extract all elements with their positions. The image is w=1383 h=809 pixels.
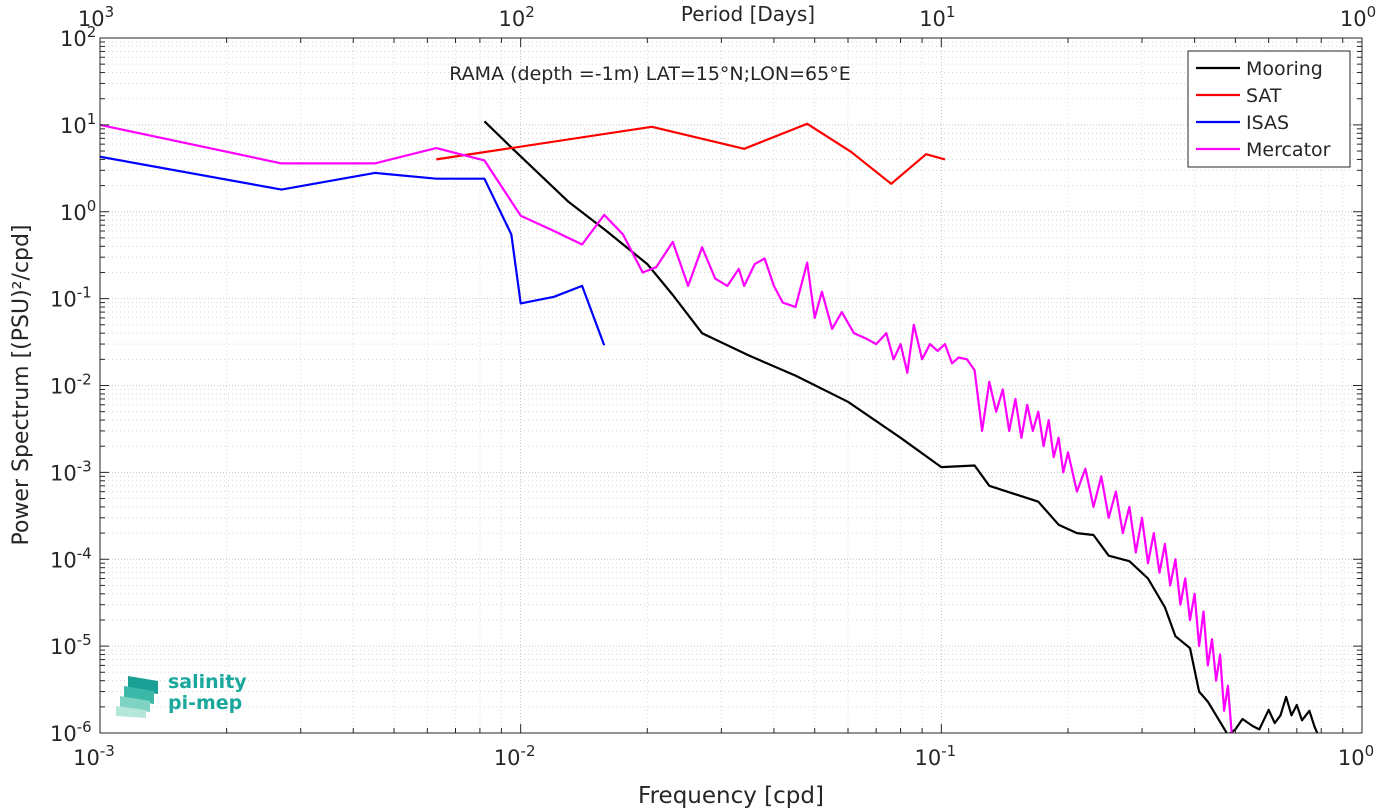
axis-ticks bbox=[99, 37, 1363, 734]
top-tick-label: 102 bbox=[499, 3, 535, 31]
legend-box bbox=[1187, 50, 1351, 168]
legend: Mooring SAT ISAS Mercator bbox=[1187, 50, 1351, 168]
y-tick-label: 10-6 bbox=[50, 718, 92, 746]
y-tick-label: 10-1 bbox=[50, 284, 92, 312]
logo-mark-icon bbox=[116, 676, 158, 718]
top-tick-label: 100 bbox=[1340, 3, 1376, 31]
x-axis-label: Frequency [cpd] bbox=[638, 783, 824, 809]
y-tick-label: 10-2 bbox=[50, 371, 92, 399]
chart-title: RAMA (depth =-1m) LAT=15°N;LON=65°E bbox=[449, 63, 850, 85]
series-layer bbox=[100, 120, 1319, 733]
series-line-mooring bbox=[483, 120, 1319, 733]
y-tick-label: 102 bbox=[60, 23, 96, 51]
y-tick-label: 100 bbox=[60, 197, 96, 225]
top-tick-label: 101 bbox=[919, 3, 955, 31]
legend-label-mercator: Mercator bbox=[1246, 139, 1331, 161]
logo-layer bbox=[116, 706, 146, 718]
series-line-mercator bbox=[100, 123, 1233, 733]
logo-line-2: pi-mep bbox=[168, 692, 243, 714]
x-tick-label: 10-1 bbox=[914, 742, 956, 770]
y-tick-label: 10-4 bbox=[50, 544, 92, 572]
y-tick-label: 101 bbox=[60, 110, 96, 138]
logo-line-1: salinity bbox=[168, 671, 247, 693]
top-tick-label: 103 bbox=[78, 3, 114, 31]
y-tick-label: 10-3 bbox=[50, 457, 92, 485]
y-tick-label: 10-5 bbox=[50, 631, 92, 659]
x-tick-label: 100 bbox=[1338, 742, 1374, 770]
y-axis-label: Power Spectrum [(PSU)²/cpd] bbox=[9, 224, 34, 545]
x-tick-label: 10-2 bbox=[494, 742, 536, 770]
legend-label-sat: SAT bbox=[1246, 85, 1282, 107]
legend-label-mooring: Mooring bbox=[1246, 58, 1323, 80]
salinity-pi-mep-logo: salinity pi-mep bbox=[116, 672, 256, 724]
top-axis-label: Period [Days] bbox=[681, 2, 815, 26]
legend-label-isas: ISAS bbox=[1246, 112, 1289, 134]
series-line-sat bbox=[436, 122, 946, 185]
x-tick-label: 10-3 bbox=[73, 742, 115, 770]
series-line-isas bbox=[100, 155, 606, 346]
